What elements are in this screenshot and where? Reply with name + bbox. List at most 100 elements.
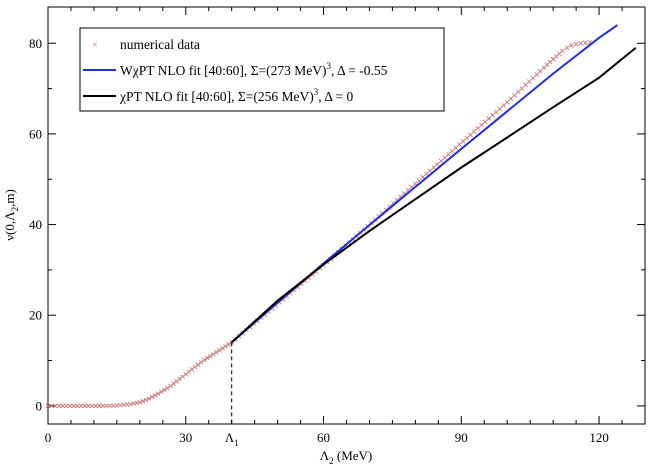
data-point <box>146 396 152 401</box>
data-point <box>214 349 219 355</box>
data-point <box>104 403 109 409</box>
data-point <box>155 391 161 396</box>
y-axis: 0 20 40 60 80 <box>29 36 645 413</box>
y-tick-label: 0 <box>36 398 43 413</box>
data-point <box>457 142 462 147</box>
data-point <box>497 106 503 112</box>
legend-label-numerical-data: numerical data <box>120 37 200 52</box>
data-point <box>564 45 570 51</box>
data-point <box>49 403 54 409</box>
y-axis-label: ν(0,Λ2,m) <box>2 189 20 241</box>
legend-label-chpt: χPT NLO fit [40:60], Σ=(256 MeV)3, Δ = 0 <box>119 87 354 104</box>
x-axis-label: Λ2 (MeV) <box>320 448 373 466</box>
x-tick-label: 30 <box>179 430 192 445</box>
data-point <box>431 165 437 170</box>
data-point <box>211 351 216 357</box>
data-point <box>165 385 170 391</box>
data-point <box>471 129 477 134</box>
data-point <box>180 374 186 379</box>
data-point <box>140 398 146 404</box>
data-point <box>438 158 444 164</box>
data-point <box>149 394 155 400</box>
data-point <box>475 125 481 131</box>
data-point <box>573 41 579 47</box>
data-point <box>183 371 189 377</box>
data-point <box>143 397 149 403</box>
x-tick-label: 60 <box>317 430 330 445</box>
data-point <box>435 161 440 167</box>
data-point <box>207 353 213 359</box>
data-point <box>171 381 176 386</box>
x-axis: 0 30 60 90 120 <box>45 7 623 445</box>
data-point <box>526 79 532 84</box>
data-point <box>512 92 517 98</box>
legend-marker-numerical-data: × <box>92 40 98 51</box>
data-point <box>226 342 231 347</box>
data-point <box>67 403 73 409</box>
data-point <box>195 362 201 367</box>
data-point <box>93 403 99 409</box>
data-point <box>482 119 488 125</box>
data-point <box>86 403 91 409</box>
data-point <box>468 132 473 138</box>
data-point <box>198 360 204 365</box>
data-point <box>137 399 143 405</box>
data-point <box>508 96 514 102</box>
lambda1-label: Λ1 <box>225 430 239 448</box>
data-point <box>460 139 466 144</box>
data-point <box>89 403 95 409</box>
data-point <box>64 403 69 409</box>
x-tick-label: 0 <box>45 430 52 445</box>
data-point <box>486 116 492 121</box>
data-point <box>479 122 484 128</box>
data-point <box>97 403 102 409</box>
legend-box <box>79 27 445 112</box>
data-point <box>578 40 584 46</box>
data-point <box>490 112 495 118</box>
data-point <box>501 103 506 108</box>
data-point <box>53 403 58 409</box>
data-point <box>174 379 179 384</box>
data-point <box>523 82 528 88</box>
data-point <box>534 72 539 77</box>
legend-label-wchpt: WχPT NLO fit [40:60], Σ=(273 MeV)3, Δ = … <box>120 61 388 78</box>
data-point <box>201 357 207 363</box>
y-tick-label: 20 <box>29 308 42 323</box>
data-point <box>60 403 66 409</box>
data-point <box>100 403 106 409</box>
data-point <box>442 155 448 160</box>
data-point <box>582 40 588 46</box>
data-point <box>569 43 574 48</box>
data-point <box>464 135 470 141</box>
x-tick-label: 90 <box>455 430 468 445</box>
data-point <box>189 366 195 372</box>
data-point <box>424 171 429 177</box>
data-point <box>504 99 510 105</box>
data-point <box>560 48 565 54</box>
series-layer <box>45 24 637 409</box>
data-point <box>75 403 80 409</box>
y-tick-label: 60 <box>29 126 42 141</box>
data-point <box>223 344 228 349</box>
data-point <box>515 89 521 95</box>
data-point <box>449 148 455 154</box>
x-tick-label: 120 <box>589 430 609 445</box>
data-point <box>78 403 84 409</box>
data-point <box>217 347 222 353</box>
data-point <box>453 145 459 151</box>
data-point <box>162 387 167 393</box>
data-point <box>446 152 451 157</box>
data-point <box>427 168 433 174</box>
data-point <box>192 364 198 370</box>
data-point <box>168 383 173 389</box>
data-point <box>56 403 62 409</box>
data-point <box>71 403 77 409</box>
data-point <box>107 403 113 408</box>
legend: × numerical data WχPT NLO fit [40:60], Σ… <box>79 27 445 112</box>
data-point <box>186 369 192 375</box>
data-point <box>220 345 225 351</box>
y-tick-label: 80 <box>29 36 42 51</box>
data-point <box>519 86 525 91</box>
data-point <box>204 355 210 361</box>
